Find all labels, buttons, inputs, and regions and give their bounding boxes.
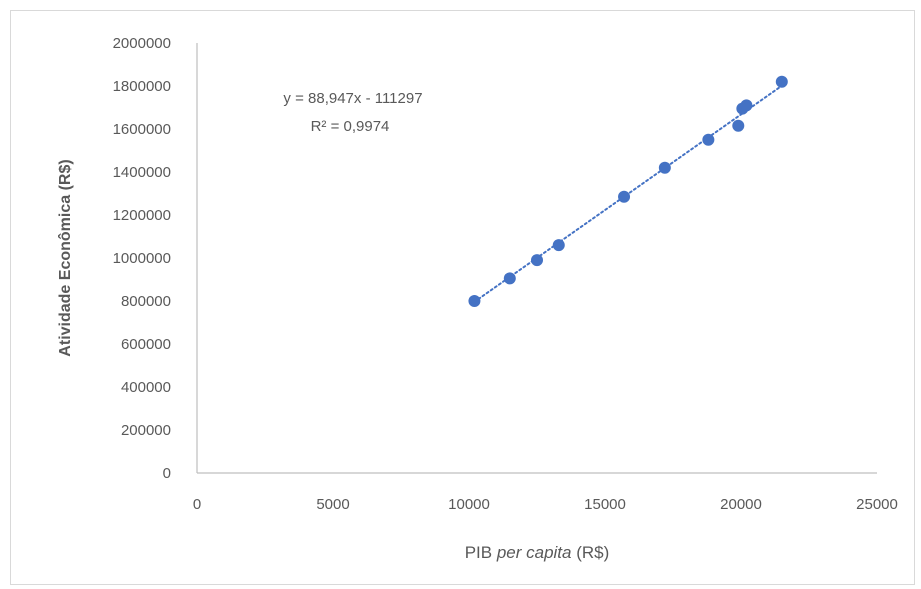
data-point [732, 119, 745, 132]
y-tick-label: 1000000 [113, 250, 171, 267]
data-point [740, 99, 753, 112]
y-tick-label: 1600000 [113, 121, 171, 138]
y-tick-label: 1800000 [113, 78, 171, 95]
data-point [468, 295, 481, 307]
chart-frame [10, 10, 915, 585]
x-tick-label: 0 [193, 496, 201, 513]
x-tick-label: 25000 [856, 496, 898, 513]
y-tick-labels: 0 200000 400000 600000 800000 1000000 1200000 1… [113, 35, 171, 482]
data-point [775, 75, 788, 88]
regression-equation: y = 88,947x - 111297 [283, 90, 422, 107]
y-tick-label: 2000000 [113, 35, 171, 52]
y-tick-label: 200000 [121, 422, 171, 439]
data-point [503, 272, 516, 285]
r-squared-label: R² = 0,9974 [311, 118, 390, 135]
y-tick-label: 1200000 [113, 207, 171, 224]
y-tick-label: 1400000 [113, 164, 171, 181]
y-tick-label: 600000 [121, 336, 171, 353]
y-tick-label: 800000 [121, 293, 171, 310]
x-axis-title: PIB per capita (R$) [465, 543, 610, 562]
x-axis-title-part-2: per capita [496, 543, 572, 562]
x-axis-title-part-3: (R$) [572, 543, 610, 562]
x-axis-title-part-1: PIB [465, 543, 497, 562]
x-tick-label: 10000 [448, 496, 490, 513]
x-tick-label: 20000 [720, 496, 762, 513]
x-tick-label: 15000 [584, 496, 626, 513]
data-point [702, 133, 715, 146]
x-tick-label: 5000 [316, 496, 349, 513]
y-tick-label: 0 [163, 465, 171, 482]
data-point [531, 254, 543, 267]
data-point [658, 161, 671, 174]
data-point [618, 190, 631, 203]
data-points [468, 75, 788, 307]
y-axis-title: Atividade Econômica (R$) [57, 159, 74, 356]
y-tick-label: 400000 [121, 379, 171, 396]
data-point [552, 239, 565, 252]
axes [196, 43, 877, 474]
x-tick-labels: 0 5000 10000 15000 20000 25000 [193, 496, 898, 513]
